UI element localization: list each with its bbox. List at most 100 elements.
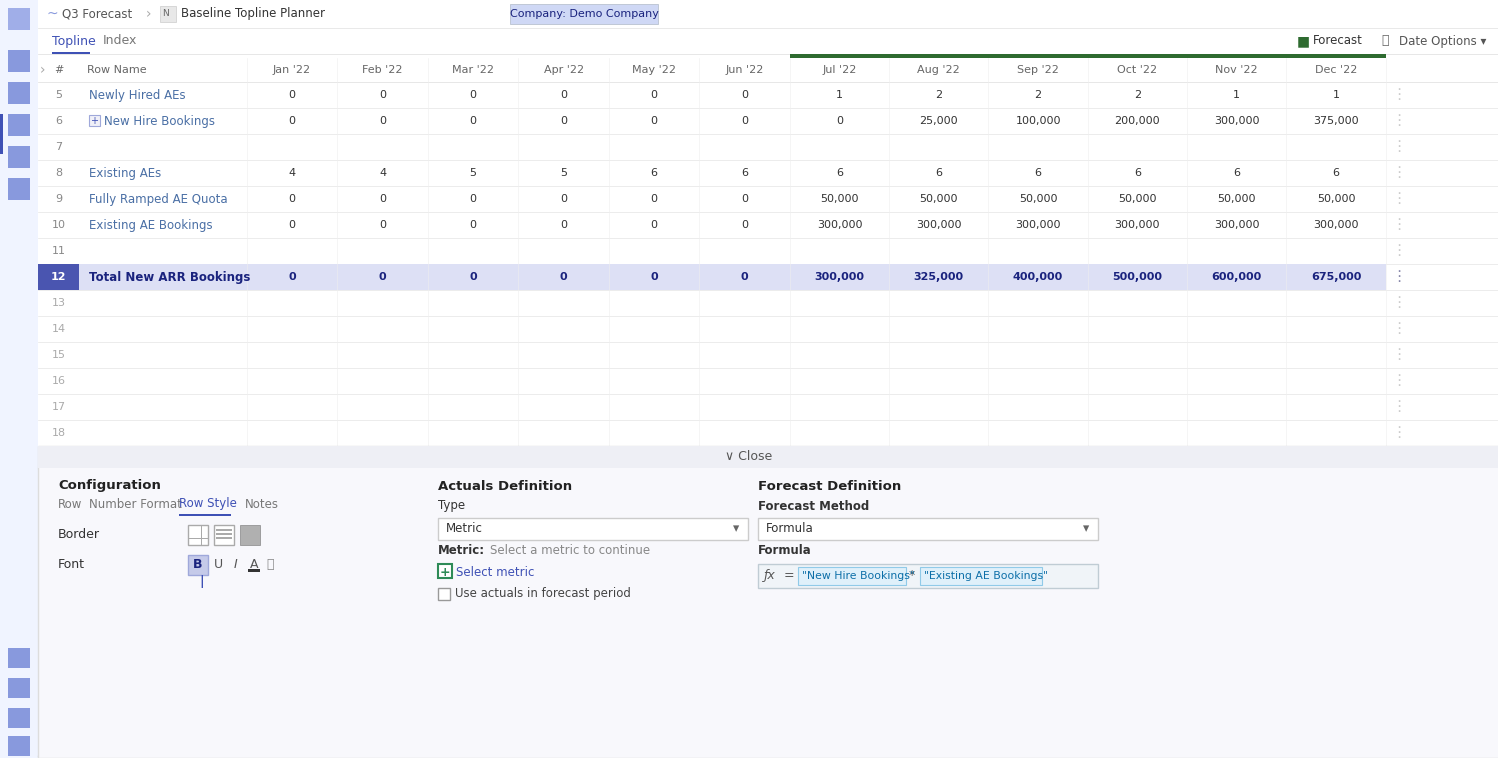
Bar [7, 708, 30, 728]
Text: 6: 6 [650, 168, 658, 178]
Bar [437, 588, 449, 600]
Bar [88, 115, 100, 126]
Text: "New Hire Bookings": "New Hire Bookings" [801, 571, 915, 581]
Text: ⋮: ⋮ [1392, 192, 1407, 206]
Bar [189, 525, 208, 545]
Bar [37, 368, 1386, 394]
Text: 0: 0 [469, 220, 476, 230]
Bar [437, 518, 748, 540]
Text: 0: 0 [650, 90, 658, 100]
Bar [79, 264, 1386, 290]
Text: 0: 0 [469, 116, 476, 126]
Text: Notes: Notes [246, 497, 279, 510]
Bar [7, 678, 30, 698]
Text: 500,000: 500,000 [1113, 272, 1162, 282]
Bar [160, 6, 175, 22]
Text: Forecast: Forecast [1314, 35, 1363, 48]
Text: 10: 10 [51, 220, 66, 230]
Text: ⋮: ⋮ [1392, 425, 1407, 440]
Text: ~: ~ [46, 7, 57, 21]
Bar [216, 537, 232, 538]
Text: Select metric: Select metric [455, 565, 535, 578]
Text: ⋮: ⋮ [1392, 399, 1407, 415]
Bar [37, 264, 79, 290]
Text: B: B [193, 557, 202, 571]
Bar [37, 316, 1386, 342]
Bar [216, 533, 232, 534]
Text: 300,000: 300,000 [816, 220, 863, 230]
Text: Formula: Formula [765, 522, 813, 535]
Text: 7: 7 [55, 142, 61, 152]
Text: 0: 0 [560, 116, 568, 126]
Text: 50,000: 50,000 [821, 194, 858, 204]
Text: 4: 4 [379, 168, 386, 178]
Bar [249, 569, 261, 572]
Bar [37, 446, 1498, 758]
Text: 17: 17 [51, 402, 66, 412]
Text: Actuals Definition: Actuals Definition [437, 480, 572, 493]
Text: A: A [250, 557, 258, 571]
Bar [437, 564, 452, 578]
Text: Feb '22: Feb '22 [363, 65, 403, 75]
Text: ⋮: ⋮ [1392, 270, 1407, 284]
Text: 1: 1 [836, 90, 843, 100]
Bar [37, 58, 1498, 82]
Text: Row: Row [58, 497, 82, 510]
Text: Existing AEs: Existing AEs [88, 167, 162, 180]
Text: 100,000: 100,000 [1016, 116, 1061, 126]
Text: 5: 5 [469, 168, 476, 178]
Bar [798, 567, 906, 585]
Text: U: U [213, 557, 223, 571]
Text: 5: 5 [55, 90, 61, 100]
Text: 300,000: 300,000 [917, 220, 962, 230]
Text: Border: Border [58, 528, 100, 540]
Text: I: I [234, 557, 238, 571]
Text: 6: 6 [1035, 168, 1041, 178]
Text: ⋮: ⋮ [1392, 218, 1407, 233]
Text: Mar '22: Mar '22 [452, 65, 494, 75]
Bar [920, 567, 1043, 585]
Text: Aug '22: Aug '22 [917, 65, 960, 75]
Text: Row Style: Row Style [178, 497, 237, 510]
Text: 0: 0 [742, 90, 748, 100]
Text: 6: 6 [836, 168, 843, 178]
Text: 2: 2 [1035, 90, 1041, 100]
Bar [37, 28, 1498, 54]
Text: #: # [54, 65, 63, 75]
Text: 400,000: 400,000 [1013, 272, 1064, 282]
Bar [7, 8, 30, 30]
Text: 300,000: 300,000 [1213, 220, 1260, 230]
Text: Baseline Topline Planner: Baseline Topline Planner [181, 8, 325, 20]
Text: Index: Index [103, 35, 138, 48]
Bar [758, 518, 1098, 540]
Text: Type: Type [437, 500, 464, 512]
Text: 0: 0 [650, 220, 658, 230]
Text: ⋮: ⋮ [1392, 87, 1407, 102]
Text: 6: 6 [742, 168, 748, 178]
Text: ›: › [40, 63, 45, 77]
Bar [37, 0, 1498, 28]
Bar [37, 290, 1386, 316]
Text: 0: 0 [560, 272, 568, 282]
Text: 0: 0 [560, 220, 568, 230]
Bar [37, 134, 1386, 160]
Bar [189, 555, 208, 575]
Text: Forecast Definition: Forecast Definition [758, 480, 902, 493]
Text: Existing AE Bookings: Existing AE Bookings [88, 218, 213, 231]
Text: Dec '22: Dec '22 [1315, 65, 1357, 75]
Bar [37, 82, 1386, 108]
Text: ⋮: ⋮ [1392, 347, 1407, 362]
Text: 300,000: 300,000 [1213, 116, 1260, 126]
Text: 0: 0 [289, 194, 295, 204]
Text: 300,000: 300,000 [1314, 220, 1359, 230]
Text: ⋮: ⋮ [1392, 165, 1407, 180]
Text: 0: 0 [650, 272, 658, 282]
Bar [216, 529, 232, 531]
Text: 6: 6 [935, 168, 942, 178]
Text: Total New ARR Bookings: Total New ARR Bookings [88, 271, 250, 283]
Text: Font: Font [58, 557, 85, 571]
Text: 50,000: 50,000 [1218, 194, 1255, 204]
Bar [7, 82, 30, 104]
Text: ƒx: ƒx [764, 569, 776, 582]
Bar [789, 54, 1386, 58]
